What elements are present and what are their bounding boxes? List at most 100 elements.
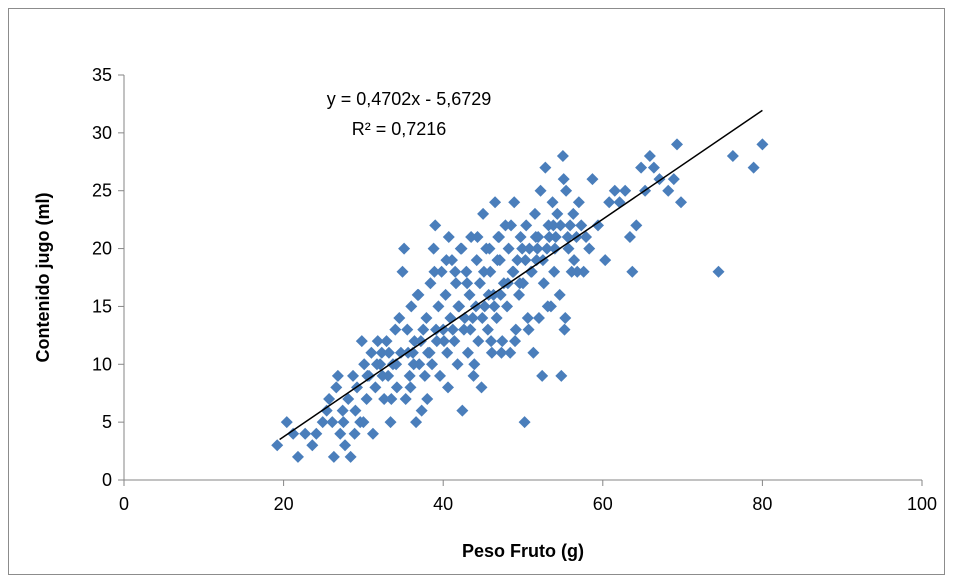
data-point — [389, 323, 402, 336]
data-point — [299, 427, 312, 440]
data-point — [522, 323, 535, 336]
data-point — [521, 312, 534, 324]
data-point — [554, 219, 567, 232]
data-point — [467, 369, 480, 382]
data-point — [478, 300, 491, 313]
data-point — [407, 358, 420, 371]
data-point — [568, 254, 581, 267]
data-point — [271, 439, 284, 452]
data-point — [572, 196, 585, 209]
data-point — [477, 265, 490, 278]
x-tick-label: 80 — [752, 494, 772, 514]
trendline — [279, 109, 763, 441]
data-point — [320, 404, 333, 417]
y-tick-label: 15 — [92, 296, 112, 316]
data-point — [385, 393, 398, 405]
data-point — [430, 335, 443, 348]
data-point — [404, 381, 417, 394]
data-point — [513, 277, 526, 290]
data-point — [418, 369, 431, 382]
data-point — [336, 404, 349, 417]
data-point — [580, 231, 593, 243]
data-point — [430, 323, 443, 336]
data-point — [449, 277, 462, 290]
data-point — [505, 219, 518, 232]
data-point — [331, 369, 344, 382]
data-point — [371, 335, 384, 348]
data-point — [528, 207, 541, 220]
data-point — [599, 254, 612, 267]
x-axis-ticks: 0 20 40 60 80 100 — [119, 480, 937, 514]
data-point — [417, 323, 430, 336]
data-point — [619, 184, 632, 197]
data-point — [348, 427, 361, 440]
data-point — [465, 231, 478, 243]
data-point — [662, 184, 675, 197]
data-point — [432, 300, 445, 313]
data-point — [455, 242, 468, 255]
data-point — [461, 277, 474, 290]
data-point — [287, 427, 300, 440]
data-point — [460, 265, 473, 278]
data-point — [489, 196, 502, 209]
data-point — [463, 288, 476, 301]
data-point — [577, 265, 590, 278]
y-tick-label: 35 — [92, 65, 112, 85]
data-point — [323, 393, 336, 405]
data-point — [426, 358, 439, 371]
data-point — [626, 265, 639, 278]
x-tick-label: 0 — [119, 494, 129, 514]
data-point — [514, 231, 527, 243]
data-point — [507, 265, 520, 278]
data-point — [428, 265, 441, 278]
y-tick-label: 20 — [92, 239, 112, 259]
data-point — [547, 219, 560, 232]
data-point — [518, 416, 531, 429]
data-point — [349, 404, 362, 417]
data-point — [441, 346, 454, 359]
data-point — [509, 323, 522, 336]
data-point — [511, 254, 524, 267]
data-point — [502, 242, 515, 255]
data-point — [440, 254, 453, 267]
data-point — [553, 288, 566, 301]
data-point — [551, 207, 564, 220]
data-point — [421, 393, 434, 405]
data-point — [485, 346, 498, 359]
data-point — [567, 207, 580, 220]
data-point — [484, 265, 497, 278]
y-tick-label: 30 — [92, 123, 112, 143]
data-point — [452, 300, 465, 313]
scatter-plot: 0 20 40 60 80 100 0 5 10 15 20 25 30 35 y = 0,4702x … — [33, 65, 937, 561]
data-point — [508, 196, 521, 209]
data-point — [420, 312, 433, 324]
data-point — [410, 416, 423, 429]
data-point — [575, 219, 588, 232]
data-point — [437, 335, 450, 348]
data-point — [496, 335, 509, 348]
data-point — [468, 358, 481, 371]
y-tick-label: 25 — [92, 181, 112, 201]
data-point — [556, 150, 569, 162]
data-point — [513, 288, 526, 301]
data-point — [527, 346, 540, 359]
data-point — [355, 335, 368, 348]
data-point — [494, 288, 507, 301]
data-point — [337, 416, 350, 429]
data-point — [390, 381, 403, 394]
data-point — [334, 427, 347, 440]
data-point — [534, 184, 547, 197]
data-point — [344, 450, 357, 463]
data-point — [531, 242, 544, 255]
data-point — [366, 427, 379, 440]
data-point — [493, 231, 506, 243]
x-tick-label: 20 — [274, 494, 294, 514]
data-point — [384, 416, 397, 429]
trendline-equation: y = 0,4702x - 5,6729 — [327, 89, 492, 109]
data-point — [623, 231, 636, 243]
data-point — [442, 231, 455, 243]
data-point — [457, 323, 470, 336]
data-point — [523, 242, 536, 255]
data-point — [471, 231, 484, 243]
y-axis-title: Contenido jugo (ml) — [33, 193, 53, 363]
